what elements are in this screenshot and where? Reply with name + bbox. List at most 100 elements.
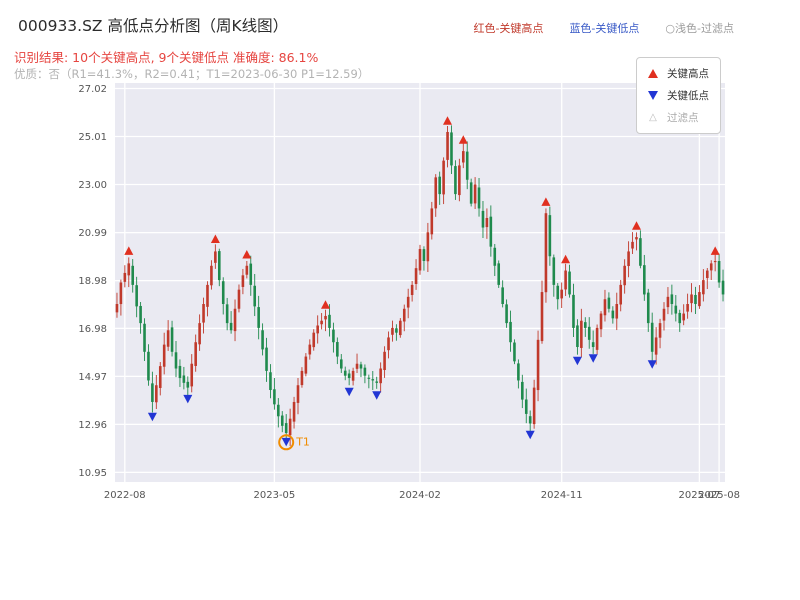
- candle-body: [556, 285, 560, 300]
- candle-body: [477, 187, 481, 209]
- candle-body: [253, 285, 257, 307]
- candle-body: [280, 415, 284, 426]
- candle-body: [304, 356, 308, 374]
- key-low-marker: [372, 391, 382, 400]
- candle-body: [505, 304, 508, 324]
- legend-filtered-label: 过滤点: [667, 112, 699, 124]
- candle-body: [580, 320, 583, 348]
- candle-body: [450, 132, 453, 166]
- candle-body: [658, 323, 662, 338]
- legend-item-filtered: △ 过滤点: [648, 110, 709, 125]
- candle-body: [552, 257, 556, 285]
- candle-body: [139, 305, 142, 324]
- candle-body: [717, 261, 721, 283]
- page-title: 000933.SZ 高低点分析图（周K线图）: [18, 17, 289, 35]
- candle-body: [517, 363, 520, 381]
- candle-body: [532, 387, 536, 425]
- key-low-marker: [588, 354, 598, 363]
- key-high-marker: [458, 135, 468, 144]
- candle-body: [269, 372, 272, 391]
- candle-body: [709, 263, 713, 271]
- candle-body: [182, 375, 186, 383]
- quality-summary-text: 优质：否（R1=41.3%，R2=0.41；T1=2023-06-30 P1=1…: [14, 67, 370, 81]
- candle-body: [461, 151, 465, 163]
- candle-body: [591, 342, 595, 348]
- candle-body: [469, 182, 473, 204]
- candle-body: [442, 160, 445, 195]
- candle-body: [277, 404, 280, 417]
- candle-body: [702, 280, 705, 295]
- y-tick-label: 23.00: [78, 180, 107, 191]
- candle-body: [414, 268, 418, 284]
- key-low-marker: [344, 387, 354, 397]
- candle-body: [324, 315, 327, 320]
- candle-body: [300, 370, 304, 386]
- top-legend-low-label: 蓝色-关键低点: [569, 22, 640, 35]
- candle-body: [544, 213, 548, 293]
- candle-body: [135, 285, 138, 307]
- y-tick-label: 12.96: [78, 420, 107, 431]
- key-low-marker: [647, 360, 657, 369]
- x-tick-label: 2024-02: [399, 490, 441, 501]
- y-tick-label: 18.98: [78, 276, 107, 287]
- candle-body: [501, 287, 504, 304]
- key-low-marker: [281, 437, 291, 447]
- candle-body: [249, 263, 253, 285]
- candle-body: [426, 232, 430, 262]
- candle-body: [611, 310, 615, 319]
- candle-body: [446, 131, 449, 160]
- candle-body: [670, 294, 674, 305]
- candle-body: [540, 292, 544, 342]
- candle-body: [698, 292, 701, 307]
- candle-body: [662, 308, 666, 321]
- candle-body: [178, 365, 182, 379]
- key-high-marker: [541, 197, 551, 206]
- y-tick-label: 25.01: [78, 132, 107, 143]
- candle-body: [395, 328, 398, 333]
- candle-body: [355, 363, 359, 369]
- x-tick-label: 2022-08: [104, 490, 146, 501]
- candle-body: [615, 304, 619, 319]
- key-high-marker: [210, 234, 220, 243]
- candle-body: [155, 385, 158, 403]
- candle-body: [359, 364, 363, 369]
- candle-body: [115, 304, 119, 313]
- x-tick-label: 2024-11: [541, 490, 583, 501]
- legend-key-high-label: 关键高点: [667, 68, 709, 80]
- candle-body: [214, 251, 217, 263]
- candle-body: [434, 177, 438, 209]
- candle-body: [599, 313, 603, 330]
- candle-body: [513, 342, 516, 362]
- candle-body: [379, 368, 382, 384]
- candle-body: [548, 215, 552, 257]
- candle-body: [674, 305, 678, 314]
- candle-body: [690, 294, 693, 304]
- key-low-marker: [572, 356, 582, 366]
- candle-body: [721, 280, 725, 295]
- candle-body: [284, 423, 288, 434]
- candle-body: [363, 367, 367, 376]
- candle-body: [261, 330, 264, 350]
- candle-body: [343, 370, 347, 376]
- candle-body: [406, 296, 410, 308]
- candle-body: [713, 261, 717, 263]
- candle-body: [143, 323, 146, 352]
- candle-body: [587, 326, 591, 340]
- candle-body: [705, 270, 709, 279]
- t1-label: T1: [295, 435, 310, 448]
- candle-body: [170, 327, 174, 352]
- candle-body: [643, 265, 646, 295]
- candle-body: [347, 373, 351, 379]
- candle-body: [682, 313, 685, 321]
- candle-body: [233, 308, 237, 332]
- candle-body: [650, 322, 654, 352]
- candle-body: [288, 418, 292, 436]
- candle-body: [225, 304, 229, 324]
- key-high-marker: [632, 221, 641, 230]
- candle-body: [465, 151, 469, 180]
- key-high-triangle-icon: [648, 69, 658, 78]
- candle-body: [560, 289, 563, 299]
- candle-body: [438, 176, 441, 195]
